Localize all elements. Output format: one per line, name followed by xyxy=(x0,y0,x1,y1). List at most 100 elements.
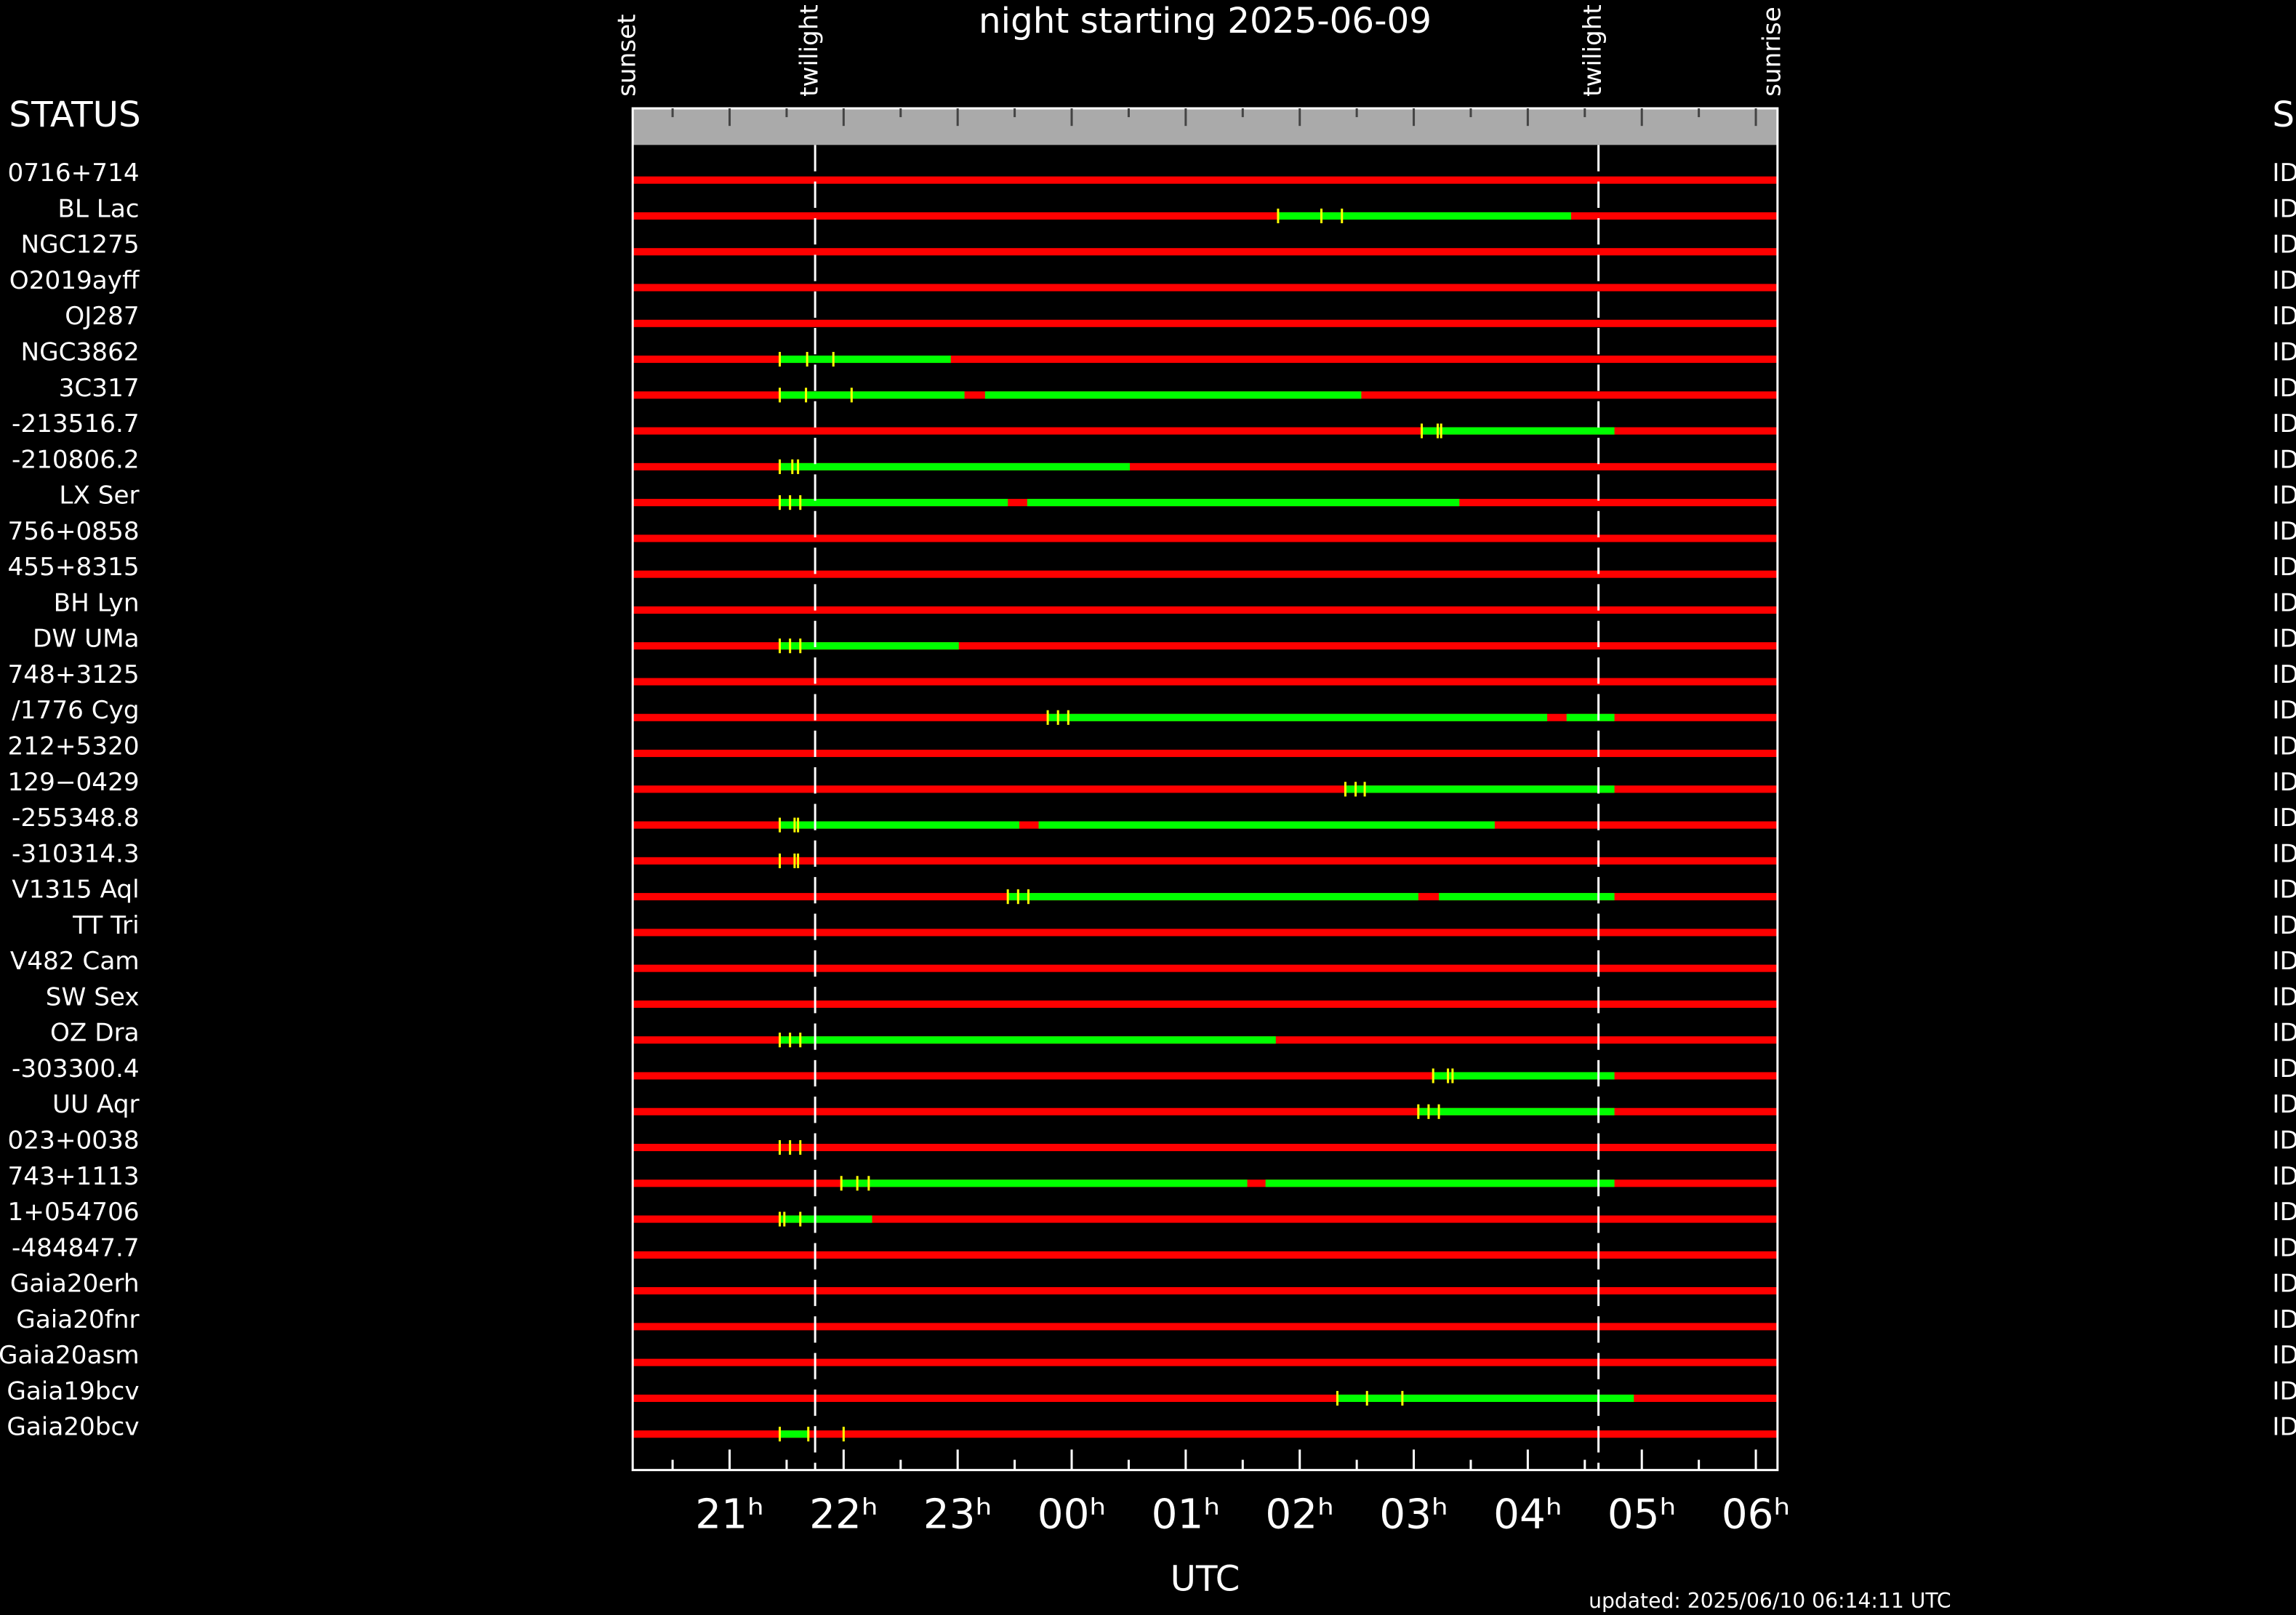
plot-frame xyxy=(631,107,1779,1472)
target-name: 455+8315 xyxy=(8,553,140,582)
target-name: -255348.8 xyxy=(12,804,140,833)
event-label: twilight xyxy=(1578,4,1607,97)
target-status: ID xyxy=(2272,409,2296,438)
unobservable-line xyxy=(633,785,1778,793)
unobservable-line xyxy=(633,284,1778,292)
x-tick-label: 22ʰ xyxy=(809,1491,878,1539)
target-name: 023+0038 xyxy=(8,1126,140,1155)
x-tick-label: 02ʰ xyxy=(1265,1491,1334,1539)
target-name: OZ Dra xyxy=(50,1019,140,1048)
target-name: V482 Cam xyxy=(10,947,140,976)
target-status: ID xyxy=(2272,1233,2296,1262)
target-status: ID xyxy=(2272,982,2296,1011)
observable-window xyxy=(779,821,1019,829)
target-name: UU Aqr xyxy=(52,1090,140,1119)
target-name: OJ287 xyxy=(65,302,139,331)
target-status: ID xyxy=(2272,302,2296,331)
target-name: -310314.3 xyxy=(12,839,140,868)
unobservable-line xyxy=(633,356,1778,364)
observable-window xyxy=(779,391,965,399)
unobservable-line xyxy=(633,319,1778,327)
target-name: V1315 Aql xyxy=(12,875,139,905)
observable-window xyxy=(1566,713,1615,721)
x-tick-label: 03ʰ xyxy=(1379,1491,1448,1539)
target-status: ID xyxy=(2272,1126,2296,1155)
target-name: BL Lac xyxy=(57,194,139,223)
unobservable-line xyxy=(633,1215,1778,1223)
target-name: TT Tri xyxy=(72,911,140,940)
target-name: 743+1113 xyxy=(8,1162,140,1191)
observable-window xyxy=(1027,499,1460,507)
observable-window xyxy=(779,1215,872,1223)
unobservable-line xyxy=(633,1394,1778,1402)
observable-window xyxy=(1439,893,1615,901)
observable-window xyxy=(1048,713,1548,721)
unobservable-line xyxy=(633,964,1778,972)
unobservable-line xyxy=(633,642,1778,650)
unobservable-line xyxy=(633,248,1778,256)
unobservable-line xyxy=(633,534,1778,542)
target-name: Gaia20fnr xyxy=(16,1305,140,1334)
target-status: ID xyxy=(2272,947,2296,976)
observable-window xyxy=(1008,893,1418,901)
observable-window xyxy=(1337,1394,1634,1402)
unobservable-line xyxy=(633,678,1778,686)
x-tick-label: 23ʰ xyxy=(923,1491,992,1539)
target-name: NGC3862 xyxy=(21,337,140,366)
target-status: ID xyxy=(2272,1019,2296,1048)
event-label: twilight xyxy=(795,4,824,97)
observable-window xyxy=(779,462,1131,470)
event-label: sunrise xyxy=(1757,7,1786,97)
target-status: ID xyxy=(2272,804,2296,833)
target-name: Gaia20bcv xyxy=(7,1413,139,1442)
target-name: 748+3125 xyxy=(8,660,140,689)
unobservable-line xyxy=(633,857,1778,865)
observable-window xyxy=(1421,427,1615,435)
observable-window xyxy=(1418,1107,1615,1115)
status-header: STATUS xyxy=(9,95,140,135)
unobservable-line xyxy=(633,1287,1778,1295)
target-status: ID xyxy=(2272,194,2296,223)
target-name: SW Sex xyxy=(46,982,140,1011)
target-status: ID xyxy=(2272,768,2296,797)
target-status: ID xyxy=(2272,159,2296,188)
x-tick-label: 06ʰ xyxy=(1722,1491,1791,1539)
unobservable-line xyxy=(633,427,1778,435)
target-status: ID xyxy=(2272,660,2296,689)
x-tick-label: 04ʰ xyxy=(1493,1491,1562,1539)
observable-window xyxy=(1345,785,1615,793)
target-status: ID xyxy=(2272,481,2296,510)
target-status: ID xyxy=(2272,1341,2296,1370)
status-header-right: S xyxy=(2272,95,2295,135)
x-tick-label: 21ʰ xyxy=(695,1491,764,1539)
observable-window xyxy=(779,499,1008,507)
unobservable-line xyxy=(633,1323,1778,1331)
unobservable-line xyxy=(633,462,1778,470)
target-status: ID xyxy=(2272,1090,2296,1119)
target-name: /1776 Cyg xyxy=(12,696,139,725)
unobservable-line xyxy=(633,1072,1778,1080)
observable-window xyxy=(1038,821,1495,829)
target-name: 756+0858 xyxy=(8,517,140,546)
target-status: ID xyxy=(2272,553,2296,582)
unobservable-line xyxy=(633,606,1778,614)
target-status: ID xyxy=(2272,839,2296,868)
observable-window xyxy=(779,356,951,364)
unobservable-line xyxy=(633,1000,1778,1008)
target-name: -303300.4 xyxy=(12,1054,140,1083)
unobservable-line xyxy=(633,570,1778,578)
unobservable-line xyxy=(633,1251,1778,1259)
x-tick-label: 05ʰ xyxy=(1607,1491,1677,1539)
target-name: BH Lyn xyxy=(54,588,140,617)
target-status: ID xyxy=(2272,1413,2296,1442)
target-name: 212+5320 xyxy=(8,732,140,761)
unobservable-line xyxy=(633,176,1778,184)
target-status: ID xyxy=(2272,1162,2296,1191)
target-status: ID xyxy=(2272,266,2296,295)
observable-window xyxy=(841,1179,1248,1187)
target-name: DW UMa xyxy=(33,625,140,654)
updated-note: updated: 2025/06/10 06:14:11 UTC xyxy=(1589,1589,1951,1613)
